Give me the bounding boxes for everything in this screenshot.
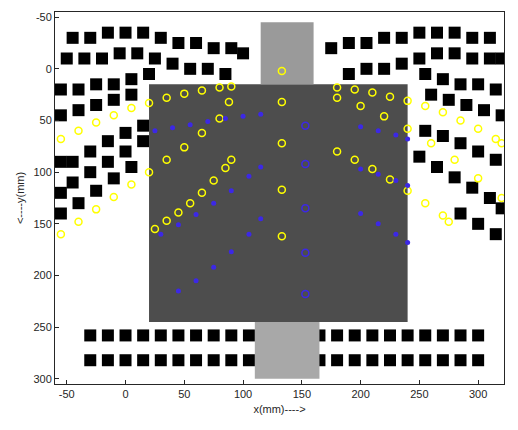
svg-text:0: 0 [122, 388, 128, 400]
svg-text:50: 50 [178, 388, 190, 400]
svg-text:300: 300 [469, 388, 487, 400]
svg-text:x(mm)---->: x(mm)----> [253, 403, 305, 415]
svg-text:250: 250 [410, 388, 428, 400]
svg-text:<----y(mm): <----y(mm) [14, 172, 26, 224]
svg-text:150: 150 [293, 388, 311, 400]
svg-text:100: 100 [234, 388, 252, 400]
svg-text:200: 200 [351, 388, 369, 400]
svg-text:150: 150 [33, 218, 51, 230]
svg-text:300: 300 [33, 373, 51, 385]
svg-text:-50: -50 [59, 388, 75, 400]
svg-text:-50: -50 [36, 11, 52, 23]
svg-text:0: 0 [46, 63, 52, 75]
svg-text:100: 100 [33, 166, 51, 178]
svg-text:250: 250 [33, 321, 51, 333]
svg-text:50: 50 [40, 114, 52, 126]
svg-text:200: 200 [33, 269, 51, 281]
